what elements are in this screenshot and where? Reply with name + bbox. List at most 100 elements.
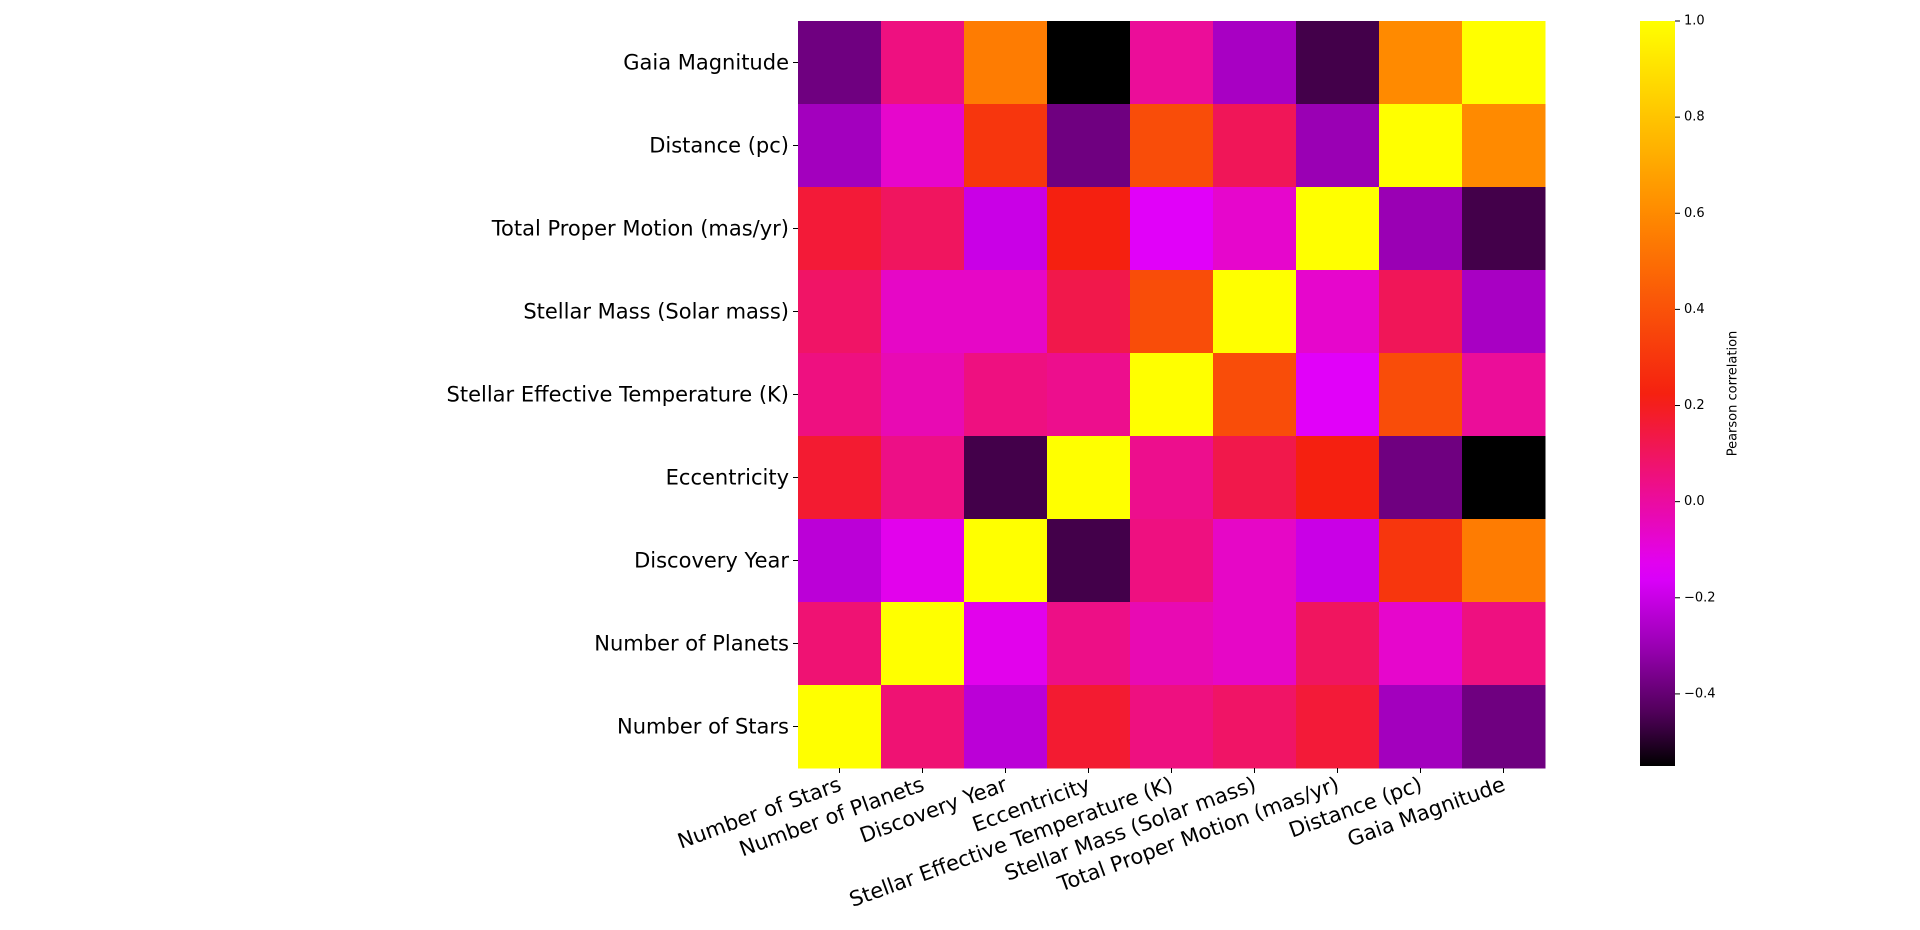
heatmap-cell bbox=[798, 602, 882, 686]
heatmap-cell bbox=[1047, 104, 1131, 188]
heatmap-cell bbox=[798, 436, 882, 520]
heatmap-cells bbox=[798, 21, 1546, 769]
heatmap-cell bbox=[1379, 436, 1463, 520]
heatmap-cell bbox=[964, 270, 1048, 354]
colorbar-gradient bbox=[1640, 21, 1675, 766]
heatmap-cell bbox=[1213, 685, 1297, 769]
heatmap-cell bbox=[964, 685, 1048, 769]
heatmap-cell bbox=[1462, 187, 1546, 271]
heatmap-cell bbox=[1296, 21, 1380, 105]
heatmap-cell bbox=[964, 353, 1048, 437]
colorbar-tick-label: −0.2 bbox=[1684, 590, 1716, 605]
heatmap-cell bbox=[1379, 270, 1463, 354]
heatmap-cell bbox=[1213, 519, 1297, 603]
heatmap-cell bbox=[1130, 21, 1214, 105]
heatmap-cell bbox=[1379, 104, 1463, 188]
heatmap-cell bbox=[1296, 602, 1380, 686]
heatmap-cell bbox=[1130, 602, 1214, 686]
heatmap-cell bbox=[1213, 21, 1297, 105]
heatmap-cell bbox=[1047, 519, 1131, 603]
y-tick-label-gaia-magnitude: Gaia Magnitude bbox=[623, 51, 789, 75]
heatmap-cell bbox=[1462, 353, 1546, 437]
heatmap-cell bbox=[1047, 685, 1131, 769]
y-tick-label-stellar-effective-temperature-k: Stellar Effective Temperature (K) bbox=[447, 383, 789, 407]
heatmap-cell bbox=[1047, 187, 1131, 271]
heatmap-cell bbox=[1130, 187, 1214, 271]
y-tick-label-number-of-stars: Number of Stars bbox=[617, 715, 789, 739]
heatmap-cell bbox=[1130, 436, 1214, 520]
heatmap-cell bbox=[1130, 270, 1214, 354]
heatmap-cell bbox=[1047, 436, 1131, 520]
heatmap-cell bbox=[1213, 436, 1297, 520]
heatmap-cell bbox=[1130, 353, 1214, 437]
colorbar-tick-label: 1.0 bbox=[1684, 14, 1705, 29]
colorbar-tick-label: 0.0 bbox=[1684, 494, 1705, 509]
heatmap-cell bbox=[1213, 602, 1297, 686]
heatmap-cell bbox=[1213, 270, 1297, 354]
y-tick-label-distance-pc: Distance (pc) bbox=[649, 134, 789, 158]
heatmap-cell bbox=[1296, 353, 1380, 437]
heatmap-cell bbox=[1296, 685, 1380, 769]
heatmap-cell bbox=[1379, 353, 1463, 437]
colorbar-tick-label: 0.4 bbox=[1684, 302, 1705, 317]
heatmap-cell bbox=[1296, 187, 1380, 271]
y-tick-label-total-proper-motion-mas-yr: Total Proper Motion (mas/yr) bbox=[491, 217, 789, 241]
heatmap-cell bbox=[1379, 519, 1463, 603]
heatmap-cell bbox=[798, 353, 882, 437]
y-tick-label-stellar-mass-solar-mass: Stellar Mass (Solar mass) bbox=[523, 300, 789, 324]
y-tick-label-eccentricity: Eccentricity bbox=[666, 466, 789, 490]
heatmap-cell bbox=[881, 104, 965, 188]
colorbar-tick-label: 0.6 bbox=[1684, 206, 1705, 221]
heatmap-cell bbox=[1296, 436, 1380, 520]
heatmap-cell bbox=[1462, 104, 1546, 188]
heatmap-cell bbox=[798, 187, 882, 271]
heatmap-cell bbox=[881, 187, 965, 271]
heatmap-cell bbox=[1462, 270, 1546, 354]
heatmap-cell bbox=[1462, 685, 1546, 769]
y-tick-label-number-of-planets: Number of Planets bbox=[594, 632, 789, 656]
heatmap-cell bbox=[1047, 21, 1131, 105]
heatmap-cell bbox=[1296, 104, 1380, 188]
heatmap-cell bbox=[1130, 519, 1214, 603]
colorbar-tick-label: 0.2 bbox=[1684, 398, 1705, 413]
heatmap-cell bbox=[964, 21, 1048, 105]
heatmap-cell bbox=[964, 602, 1048, 686]
heatmap-cell bbox=[1213, 353, 1297, 437]
colorbar-tick-label: 0.8 bbox=[1684, 110, 1705, 125]
heatmap-cell bbox=[1296, 270, 1380, 354]
heatmap-cell bbox=[1379, 187, 1463, 271]
heatmap-cell bbox=[1047, 353, 1131, 437]
colorbar-label: Pearson correlation bbox=[1726, 331, 1741, 457]
heatmap-cell bbox=[1130, 685, 1214, 769]
heatmap-cell bbox=[1130, 104, 1214, 188]
heatmap-cell bbox=[1379, 685, 1463, 769]
heatmap-cell bbox=[1379, 602, 1463, 686]
heatmap-cell bbox=[798, 21, 882, 105]
heatmap-cell bbox=[1462, 602, 1546, 686]
heatmap-cell bbox=[881, 436, 965, 520]
heatmap-cell bbox=[1296, 519, 1380, 603]
heatmap-cell bbox=[881, 519, 965, 603]
heatmap-cell bbox=[798, 685, 882, 769]
heatmap-cell bbox=[1462, 519, 1546, 603]
heatmap-cell bbox=[964, 187, 1048, 271]
heatmap-cell bbox=[1462, 21, 1546, 105]
heatmap-cell bbox=[881, 353, 965, 437]
colorbar-tick-label: −0.4 bbox=[1684, 686, 1716, 701]
y-axis: Gaia Magnitude Distance (pc) Total Proper … bbox=[447, 51, 798, 739]
heatmap-cell bbox=[964, 519, 1048, 603]
heatmap-cell bbox=[881, 602, 965, 686]
heatmap-cell bbox=[1379, 21, 1463, 105]
heatmap-cell bbox=[1462, 436, 1546, 520]
heatmap-cell bbox=[798, 270, 882, 354]
heatmap-cell bbox=[881, 685, 965, 769]
heatmap-cell bbox=[798, 519, 882, 603]
heatmap-cell bbox=[881, 270, 965, 354]
heatmap-cell bbox=[798, 104, 882, 188]
heatmap-cell bbox=[1047, 270, 1131, 354]
heatmap-cell bbox=[1047, 602, 1131, 686]
heatmap-cell bbox=[881, 21, 965, 105]
